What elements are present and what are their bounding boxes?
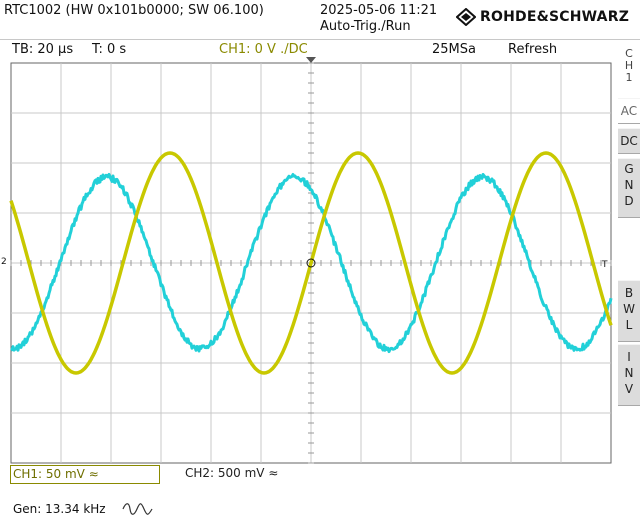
acquisition-mode[interactable]: Refresh xyxy=(508,42,557,57)
side-menu-channel: CH1 xyxy=(618,48,640,84)
center-crosshair-icon xyxy=(307,259,315,267)
sample-rate: 25MSa xyxy=(432,42,476,57)
status-bar: TB: 20 µs T: 0 s CH1: 0 V ./DC 25MSa Ref… xyxy=(0,39,640,61)
coupling-ac-button[interactable]: AC xyxy=(618,98,640,124)
brand-name: ROHDE&SCHWARZ xyxy=(480,9,629,25)
timebase[interactable]: TB: 20 µs xyxy=(12,42,73,57)
brand-logo: ROHDE&SCHWARZ xyxy=(456,8,629,26)
datetime: 2025-05-06 11:21 xyxy=(320,3,437,18)
generator-frequency[interactable]: Gen: 13.34 kHz xyxy=(13,502,106,516)
device-info: RTC1002 (HW 0x101b0000; SW 06.100) xyxy=(4,3,264,18)
trigger-time[interactable]: T: 0 s xyxy=(92,42,126,57)
coupling-dc-button[interactable]: DC xyxy=(618,128,640,154)
ch1-trigger-setting[interactable]: CH1: 0 V ./DC xyxy=(219,42,308,57)
sine-wave-icon xyxy=(122,502,154,516)
trigger-level-marker: T xyxy=(601,260,608,270)
ch2-waveform xyxy=(11,174,611,351)
graticule-grid xyxy=(11,63,611,463)
bandwidth-limit-button[interactable]: BWL xyxy=(618,280,640,342)
rs-diamond-icon xyxy=(456,8,476,26)
invert-button[interactable]: INV xyxy=(618,344,640,406)
ch1-waveform xyxy=(11,153,611,373)
trigger-mode: Auto-Trig./Run xyxy=(320,19,411,34)
ch2-scale[interactable]: CH2: 500 mV ≈ xyxy=(185,466,278,480)
ch1-scale[interactable]: CH1: 50 mV ≈ xyxy=(10,465,160,484)
ground-marker: 2 xyxy=(1,257,7,267)
coupling-gnd-button[interactable]: GND xyxy=(618,158,640,218)
